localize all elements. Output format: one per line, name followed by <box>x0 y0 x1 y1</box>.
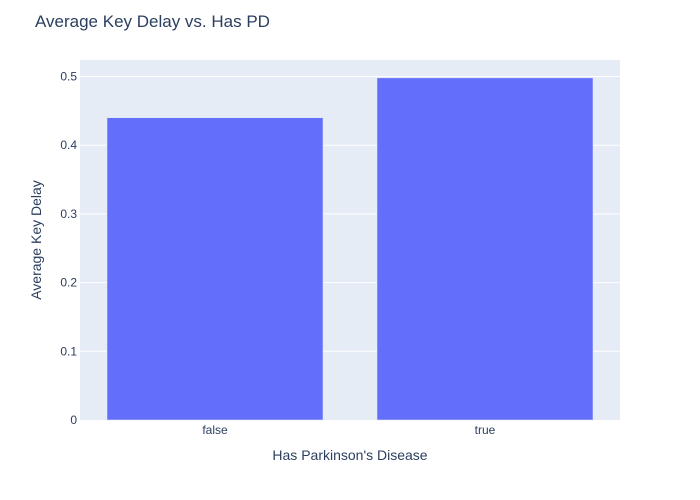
y-tick-label: 0.3 <box>60 207 77 221</box>
y-tick-label: 0 <box>70 413 77 427</box>
bar-false <box>106 117 324 421</box>
chart-title: Average Key Delay vs. Has PD <box>35 12 270 31</box>
y-axis-ticks: 0 0.1 0.2 0.3 0.4 0.5 <box>60 69 77 427</box>
x-axis-ticks: false true <box>202 423 495 437</box>
y-tick-label: 0.5 <box>60 69 77 83</box>
y-tick-label: 0.1 <box>60 344 77 358</box>
bars <box>106 77 594 421</box>
x-tick-label: false <box>202 423 228 437</box>
x-tick-label: true <box>475 423 496 437</box>
bar-true <box>376 77 594 421</box>
x-axis-title: Has Parkinson's Disease <box>272 447 427 463</box>
y-tick-label: 0.2 <box>60 276 77 290</box>
y-axis-title: Average Key Delay <box>28 180 44 300</box>
y-tick-label: 0.4 <box>60 138 77 152</box>
